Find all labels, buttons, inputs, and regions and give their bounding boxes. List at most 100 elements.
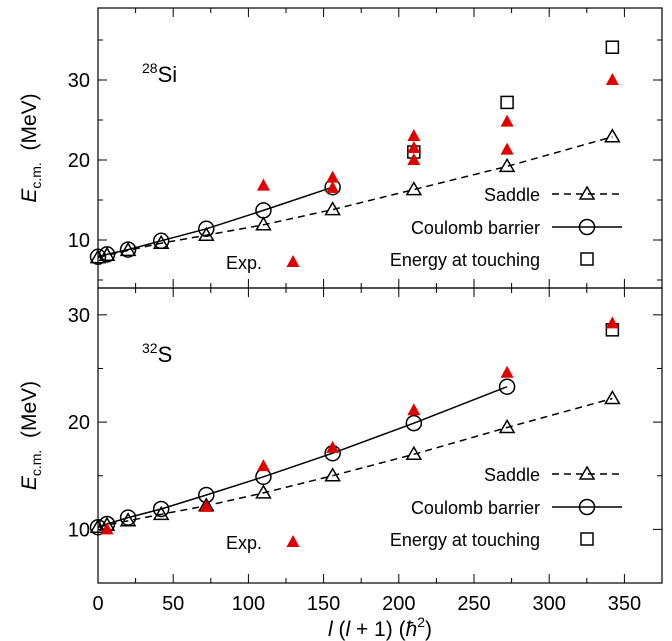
saddle-point bbox=[498, 157, 516, 173]
x-label-hbar: ħ bbox=[406, 618, 418, 641]
coulomb-barrier-point bbox=[152, 232, 170, 250]
nucleus-mass: 28 bbox=[142, 60, 158, 76]
x-tick-label: 100 bbox=[232, 593, 265, 615]
nucleus-symbol: S bbox=[158, 342, 173, 367]
exp-point bbox=[407, 403, 421, 416]
x-tick-label: 350 bbox=[608, 593, 641, 615]
panel-s32: 10 20 30 Ec.m. (MeV) 32S Saddle Coulomb barrie… bbox=[18, 287, 663, 584]
exp-point bbox=[407, 129, 421, 141]
legend-coulomb-marker bbox=[578, 498, 596, 516]
x-label-mid: ( bbox=[333, 618, 346, 641]
y-label-unit: (MeV) bbox=[18, 93, 41, 162]
touching-energy-point bbox=[605, 40, 620, 54]
legend-coulomb-label: Coulomb barrier bbox=[411, 218, 540, 238]
x-label-l: l bbox=[328, 618, 334, 641]
x-label-l2: l bbox=[345, 618, 351, 641]
legend-saddle-label: Saddle bbox=[484, 185, 540, 205]
y-label-unit: (MeV) bbox=[18, 381, 41, 450]
saddle-point bbox=[324, 467, 341, 482]
legend-saddle-marker bbox=[578, 185, 596, 200]
coulomb-barrier-point bbox=[89, 248, 107, 266]
legend-exp-label: Exp. bbox=[226, 253, 262, 273]
x-tick-label: 250 bbox=[457, 593, 490, 615]
x-tick-label: 50 bbox=[162, 593, 184, 615]
exp-point bbox=[256, 178, 270, 191]
x-axis: 0 50 100 150 200 250 300 350 l (l + 1) (ħ2) bbox=[92, 593, 641, 641]
saddle-point bbox=[498, 418, 516, 434]
legend-saddle-label: Saddle bbox=[484, 465, 540, 485]
coulomb-barrier-point bbox=[498, 378, 516, 395]
exp-point bbox=[256, 459, 270, 472]
panel-si28: 10 20 30 Ec.m. (MeV) 28Si Saddle Coulomb barri… bbox=[18, 7, 663, 289]
nucleus-label: 32S bbox=[142, 340, 172, 367]
x-tick-label: 150 bbox=[307, 593, 340, 615]
saddle-point bbox=[405, 181, 423, 196]
plot-frame bbox=[97, 287, 663, 584]
y-label-subscript: c.m. bbox=[28, 162, 44, 188]
coulomb-barrier-point bbox=[198, 220, 215, 238]
legend-touching-label: Energy at touching bbox=[390, 530, 540, 550]
exp-point bbox=[605, 316, 619, 329]
saddle-point bbox=[604, 390, 621, 405]
coulomb-barrier-line bbox=[97, 186, 333, 258]
coulomb-barrier-point bbox=[405, 414, 423, 432]
exp-point bbox=[500, 114, 514, 127]
legend-touching-marker bbox=[580, 532, 594, 546]
legend-exp-marker bbox=[286, 255, 300, 267]
y-tick-label: 30 bbox=[68, 305, 90, 327]
legend-coulomb-marker bbox=[578, 218, 596, 236]
exp-point bbox=[326, 440, 340, 453]
coulomb-barrier-point bbox=[119, 509, 137, 526]
saddle-point bbox=[604, 128, 621, 143]
coulomb-barrier-point bbox=[98, 246, 116, 263]
legend-coulomb-label: Coulomb barrier bbox=[411, 498, 540, 518]
y-tick-label: 30 bbox=[68, 70, 90, 92]
coulomb-barrier-point bbox=[152, 500, 170, 518]
exp-point bbox=[500, 365, 514, 378]
y-axis-label: Ec.m. (MeV) bbox=[18, 381, 44, 490]
saddle-point bbox=[152, 505, 170, 521]
exp-point bbox=[326, 170, 340, 183]
x-axis-label: l (l + 1) (ħ2) bbox=[328, 614, 432, 641]
y-label-symbol: E bbox=[18, 475, 41, 490]
y-label-subscript: c.m. bbox=[28, 450, 44, 476]
y-tick-label: 20 bbox=[68, 412, 90, 434]
x-tick-label: 0 bbox=[92, 593, 103, 615]
touching-energy-point bbox=[500, 95, 514, 110]
exp-point bbox=[199, 499, 213, 512]
saddle-point bbox=[255, 484, 272, 499]
exp-point bbox=[100, 522, 114, 535]
y-tick-label: 10 bbox=[68, 519, 90, 541]
exp-point bbox=[407, 153, 421, 165]
x-label-tail: + 1) ( bbox=[350, 618, 405, 641]
y-axis-label: Ec.m. (MeV) bbox=[18, 93, 44, 202]
coulomb-barrier-point bbox=[255, 202, 272, 219]
x-tick-label: 200 bbox=[382, 593, 415, 615]
nucleus-label: 28Si bbox=[142, 60, 177, 87]
legend-touching-marker bbox=[580, 252, 594, 266]
exp-point bbox=[407, 141, 421, 153]
x-tick-label: 300 bbox=[533, 593, 566, 615]
y-tick-label: 20 bbox=[68, 150, 90, 172]
saddle-point bbox=[255, 216, 272, 231]
exp-point bbox=[326, 181, 340, 193]
x-label-close: ) bbox=[425, 618, 432, 641]
saddle-point bbox=[197, 226, 215, 241]
legend-exp-label: Exp. bbox=[226, 533, 262, 553]
legend-saddle-marker bbox=[578, 465, 596, 480]
saddle-line bbox=[97, 397, 613, 528]
nucleus-symbol: Si bbox=[158, 62, 178, 87]
plot-frame bbox=[97, 7, 663, 289]
coulomb-barrier-point bbox=[119, 241, 137, 258]
saddle-point bbox=[405, 445, 423, 461]
saddle-point bbox=[324, 201, 341, 216]
legend-touching-label: Energy at touching bbox=[390, 250, 540, 270]
y-label-symbol: E bbox=[18, 188, 41, 203]
legend-exp-marker bbox=[286, 535, 300, 547]
exp-point bbox=[605, 73, 619, 85]
x-label-sup: 2 bbox=[417, 614, 425, 630]
nucleus-mass: 32 bbox=[142, 340, 158, 356]
exp-point bbox=[500, 142, 514, 155]
y-tick-label: 10 bbox=[68, 230, 90, 252]
